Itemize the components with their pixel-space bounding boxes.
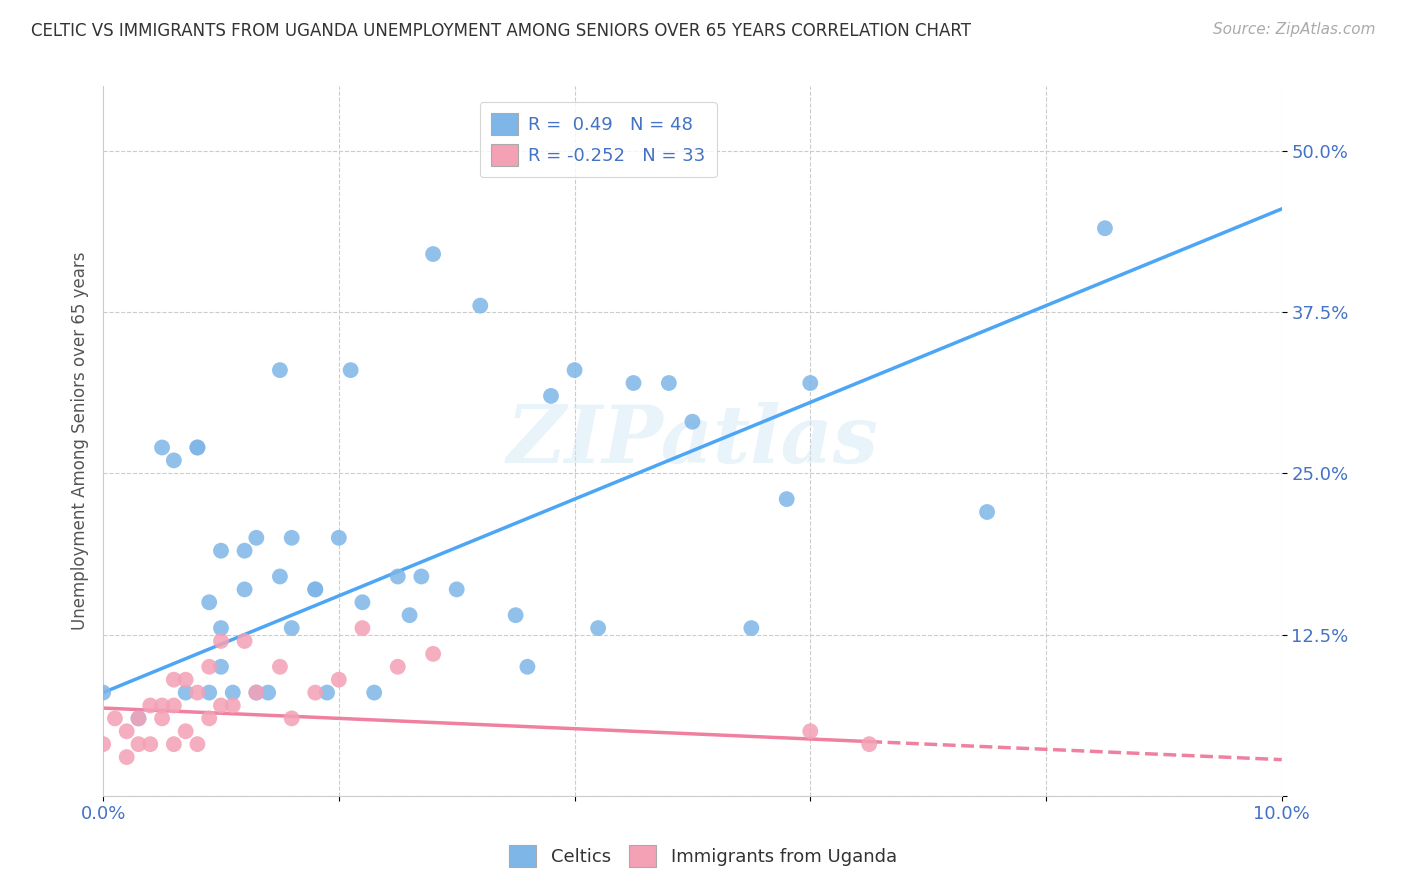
Point bbox=[269, 660, 291, 674]
Point bbox=[799, 376, 821, 390]
Point bbox=[163, 698, 186, 713]
Point bbox=[280, 531, 302, 545]
Point bbox=[115, 724, 138, 739]
Point bbox=[127, 737, 149, 751]
Point bbox=[233, 543, 256, 558]
Point bbox=[186, 685, 208, 699]
Point bbox=[422, 247, 444, 261]
Point bbox=[422, 647, 444, 661]
Legend: Celtics, Immigrants from Uganda: Celtics, Immigrants from Uganda bbox=[502, 838, 904, 874]
Text: ZIPatlas: ZIPatlas bbox=[506, 402, 879, 480]
Text: CELTIC VS IMMIGRANTS FROM UGANDA UNEMPLOYMENT AMONG SENIORS OVER 65 YEARS CORREL: CELTIC VS IMMIGRANTS FROM UGANDA UNEMPLO… bbox=[31, 22, 972, 40]
Point bbox=[198, 595, 221, 609]
Point bbox=[681, 415, 703, 429]
Point bbox=[150, 441, 173, 455]
Text: Source: ZipAtlas.com: Source: ZipAtlas.com bbox=[1212, 22, 1375, 37]
Point bbox=[328, 673, 350, 687]
Point bbox=[91, 685, 114, 699]
Point bbox=[740, 621, 762, 635]
Point bbox=[209, 660, 232, 674]
Point bbox=[799, 724, 821, 739]
Point bbox=[658, 376, 681, 390]
Legend: R =  0.49   N = 48, R = -0.252   N = 33: R = 0.49 N = 48, R = -0.252 N = 33 bbox=[479, 103, 717, 178]
Point bbox=[586, 621, 609, 635]
Point bbox=[398, 608, 420, 623]
Point bbox=[127, 711, 149, 725]
Point bbox=[222, 685, 245, 699]
Point bbox=[163, 673, 186, 687]
Point bbox=[304, 582, 326, 597]
Point bbox=[1094, 221, 1116, 235]
Point bbox=[186, 441, 208, 455]
Point bbox=[174, 685, 197, 699]
Point bbox=[222, 698, 245, 713]
Point bbox=[233, 634, 256, 648]
Point bbox=[91, 737, 114, 751]
Point bbox=[505, 608, 527, 623]
Point bbox=[209, 621, 232, 635]
Point bbox=[186, 441, 208, 455]
Point bbox=[387, 660, 409, 674]
Point bbox=[352, 621, 374, 635]
Point bbox=[163, 453, 186, 467]
Point bbox=[976, 505, 998, 519]
Point bbox=[363, 685, 385, 699]
Point bbox=[174, 673, 197, 687]
Point bbox=[139, 737, 162, 751]
Point bbox=[115, 750, 138, 764]
Point bbox=[540, 389, 562, 403]
Point bbox=[209, 543, 232, 558]
Point bbox=[516, 660, 538, 674]
Point bbox=[304, 685, 326, 699]
Point bbox=[209, 634, 232, 648]
Point bbox=[150, 698, 173, 713]
Point bbox=[233, 582, 256, 597]
Y-axis label: Unemployment Among Seniors over 65 years: Unemployment Among Seniors over 65 years bbox=[72, 252, 89, 631]
Point bbox=[304, 582, 326, 597]
Point bbox=[198, 660, 221, 674]
Point bbox=[163, 737, 186, 751]
Point bbox=[858, 737, 880, 751]
Point bbox=[245, 685, 267, 699]
Point bbox=[186, 737, 208, 751]
Point bbox=[280, 711, 302, 725]
Point bbox=[269, 569, 291, 583]
Point bbox=[257, 685, 280, 699]
Point bbox=[245, 531, 267, 545]
Point bbox=[269, 363, 291, 377]
Point bbox=[245, 685, 267, 699]
Point bbox=[150, 711, 173, 725]
Point bbox=[280, 621, 302, 635]
Point bbox=[198, 685, 221, 699]
Point bbox=[352, 595, 374, 609]
Point bbox=[139, 698, 162, 713]
Point bbox=[328, 531, 350, 545]
Point bbox=[564, 363, 586, 377]
Point bbox=[411, 569, 433, 583]
Point bbox=[174, 724, 197, 739]
Point bbox=[776, 492, 799, 507]
Point bbox=[209, 698, 232, 713]
Point bbox=[446, 582, 468, 597]
Point bbox=[339, 363, 361, 377]
Point bbox=[623, 376, 645, 390]
Point bbox=[387, 569, 409, 583]
Point bbox=[104, 711, 127, 725]
Point bbox=[470, 299, 492, 313]
Point bbox=[198, 711, 221, 725]
Point bbox=[316, 685, 339, 699]
Point bbox=[127, 711, 149, 725]
